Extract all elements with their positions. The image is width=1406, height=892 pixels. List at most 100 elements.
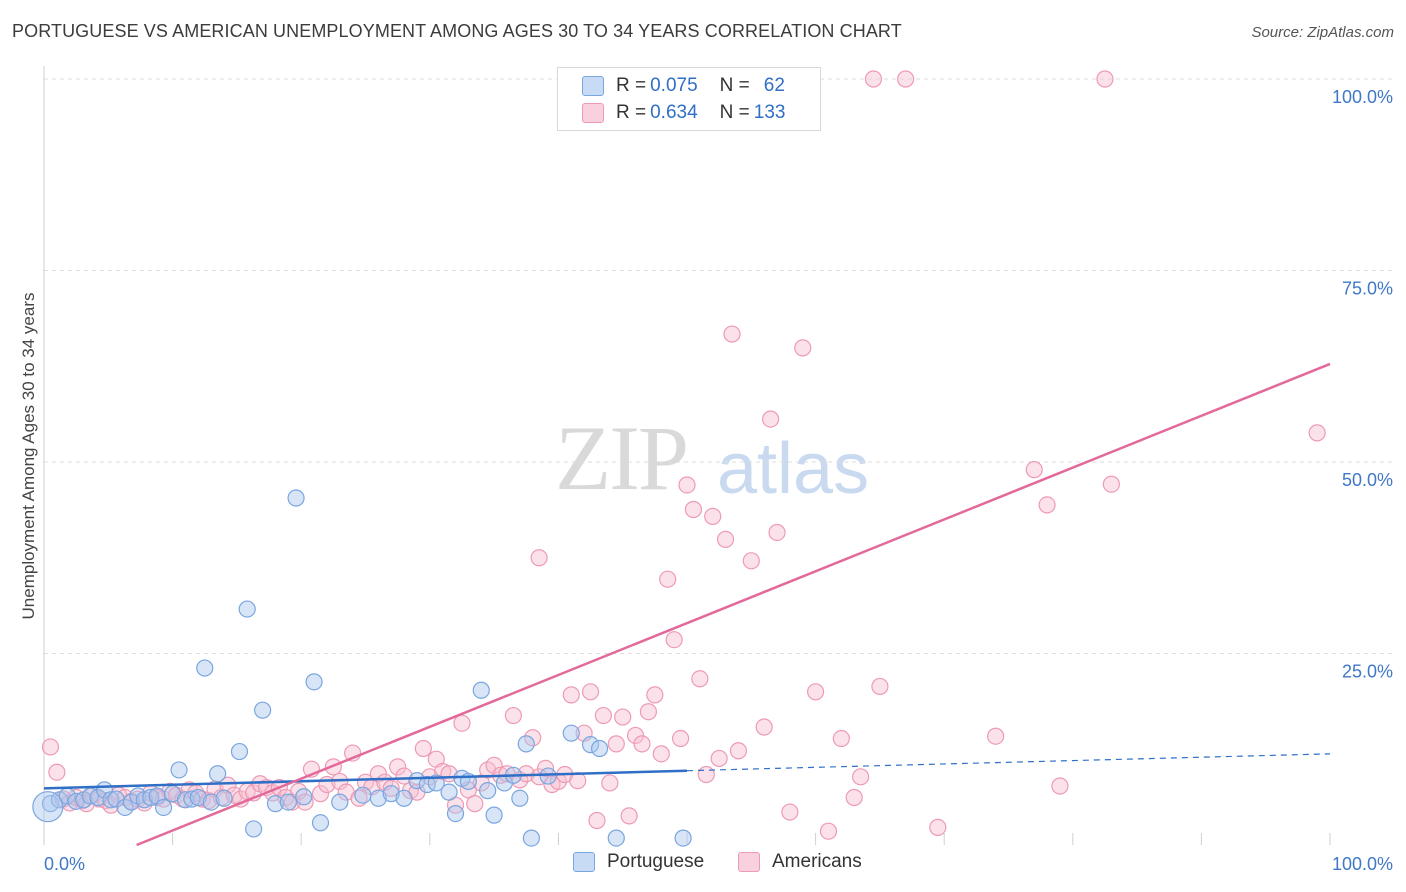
- y-tick-label: 50.0%: [1342, 470, 1393, 490]
- american-point: [691, 670, 709, 688]
- american-point: [852, 768, 870, 786]
- portuguese-point: [472, 681, 490, 699]
- american-point: [671, 729, 690, 748]
- american-point: [601, 774, 619, 792]
- american-point: [395, 767, 413, 785]
- american-point: [48, 763, 66, 781]
- american-point: [594, 706, 613, 725]
- portuguese-point: [102, 791, 120, 809]
- portuguese-point: [382, 785, 400, 803]
- american-point: [864, 70, 883, 88]
- portuguese-point: [331, 793, 349, 811]
- legend-swatch-portuguese: [582, 76, 604, 96]
- y-tick-label: 25.0%: [1342, 662, 1393, 682]
- american-point: [710, 749, 728, 768]
- american-point: [832, 729, 850, 748]
- portuguese-point: [517, 735, 535, 753]
- series-legend: Portuguese Americans: [0, 851, 1406, 877]
- american-point: [389, 758, 407, 776]
- portuguese-point: [245, 820, 263, 838]
- american-point: [806, 683, 825, 701]
- legend-n-label: N =: [719, 75, 750, 96]
- legend-row-americans: R = 0.634 N = 133: [582, 100, 785, 126]
- american-point: [1051, 777, 1069, 795]
- x-tick-label: 0.0%: [44, 854, 85, 874]
- legend-r-label: R =: [616, 102, 647, 123]
- series-legend-portuguese[interactable]: Portuguese: [573, 851, 704, 873]
- legend-swatch-americans: [582, 103, 604, 123]
- portuguese-point: [122, 793, 141, 811]
- portuguese-point: [485, 806, 503, 824]
- american-point: [219, 776, 237, 794]
- portuguese-point: [446, 804, 465, 823]
- portuguese-point: [279, 793, 297, 811]
- portuguese-point: [50, 791, 69, 809]
- y-tick-label: 100.0%: [1332, 87, 1393, 107]
- portuguese-point: [142, 788, 160, 807]
- portuguese-trend-extension: [686, 753, 1331, 772]
- american-point: [639, 703, 658, 721]
- american-point: [871, 677, 889, 696]
- series-legend-americans[interactable]: Americans: [738, 851, 862, 873]
- american-point: [504, 706, 522, 725]
- portuguese-point: [562, 724, 580, 742]
- american-point: [414, 739, 432, 758]
- portuguese-point: [170, 761, 188, 779]
- american-point: [41, 738, 60, 756]
- legend-n-value-americans: 133: [753, 102, 786, 123]
- american-point: [530, 549, 548, 567]
- american-point: [781, 803, 799, 821]
- portuguese-trend-line: [43, 769, 688, 790]
- portuguese-point: [215, 789, 233, 807]
- portuguese-point: [154, 798, 173, 817]
- american-point: [581, 683, 600, 701]
- portuguese-point: [607, 829, 625, 847]
- legend-r-value-portuguese: 0.075: [650, 75, 698, 96]
- portuguese-point: [369, 789, 387, 807]
- legend-n-value-portuguese: 62: [763, 75, 785, 96]
- series-swatch-americans: [738, 852, 760, 872]
- american-point: [620, 807, 638, 825]
- american-point: [697, 765, 715, 784]
- american-point: [897, 70, 915, 88]
- watermark-zip: ZIP: [555, 407, 689, 509]
- american-point: [646, 686, 664, 704]
- portuguese-point: [176, 791, 195, 809]
- series-label-americans: Americans: [772, 851, 862, 872]
- portuguese-point: [539, 767, 557, 785]
- portuguese-point: [522, 829, 540, 847]
- portuguese-point: [395, 789, 413, 807]
- american-point: [1102, 475, 1120, 493]
- american-point: [704, 507, 722, 525]
- legend-row-portuguese: R = 0.075 N = 62: [582, 73, 785, 99]
- american-point: [929, 818, 947, 836]
- portuguese-point: [440, 783, 458, 801]
- american-point: [659, 570, 677, 588]
- chart-source: Source: ZipAtlas.com: [1251, 24, 1394, 41]
- american-point: [453, 714, 471, 732]
- american-point: [1038, 496, 1056, 514]
- portuguese-point: [230, 742, 249, 761]
- legend-r-label: R =: [616, 75, 647, 96]
- portuguese-point: [238, 600, 256, 618]
- american-point: [729, 742, 748, 760]
- series-label-portuguese: Portuguese: [607, 851, 705, 872]
- x-tick-label: 100.0%: [1332, 854, 1393, 874]
- american-point: [382, 779, 400, 797]
- american-point: [652, 745, 670, 763]
- american-point: [524, 729, 542, 747]
- american-point: [755, 718, 773, 736]
- american-point: [633, 735, 651, 753]
- american-point: [485, 756, 503, 774]
- portuguese-point: [41, 795, 60, 813]
- correlation-legend: R = 0.075 N = 62 R = 0.634 N = 133: [557, 67, 821, 131]
- american-point: [1308, 424, 1326, 442]
- portuguese-point: [189, 788, 207, 807]
- portuguese-point: [295, 788, 313, 806]
- portuguese-point: [427, 774, 445, 792]
- american-point: [588, 811, 606, 830]
- legend-r-value-americans: 0.634: [650, 102, 698, 123]
- americans-trend-line: [136, 362, 1331, 847]
- portuguese-point: [674, 829, 692, 847]
- portuguese-point: [287, 489, 305, 507]
